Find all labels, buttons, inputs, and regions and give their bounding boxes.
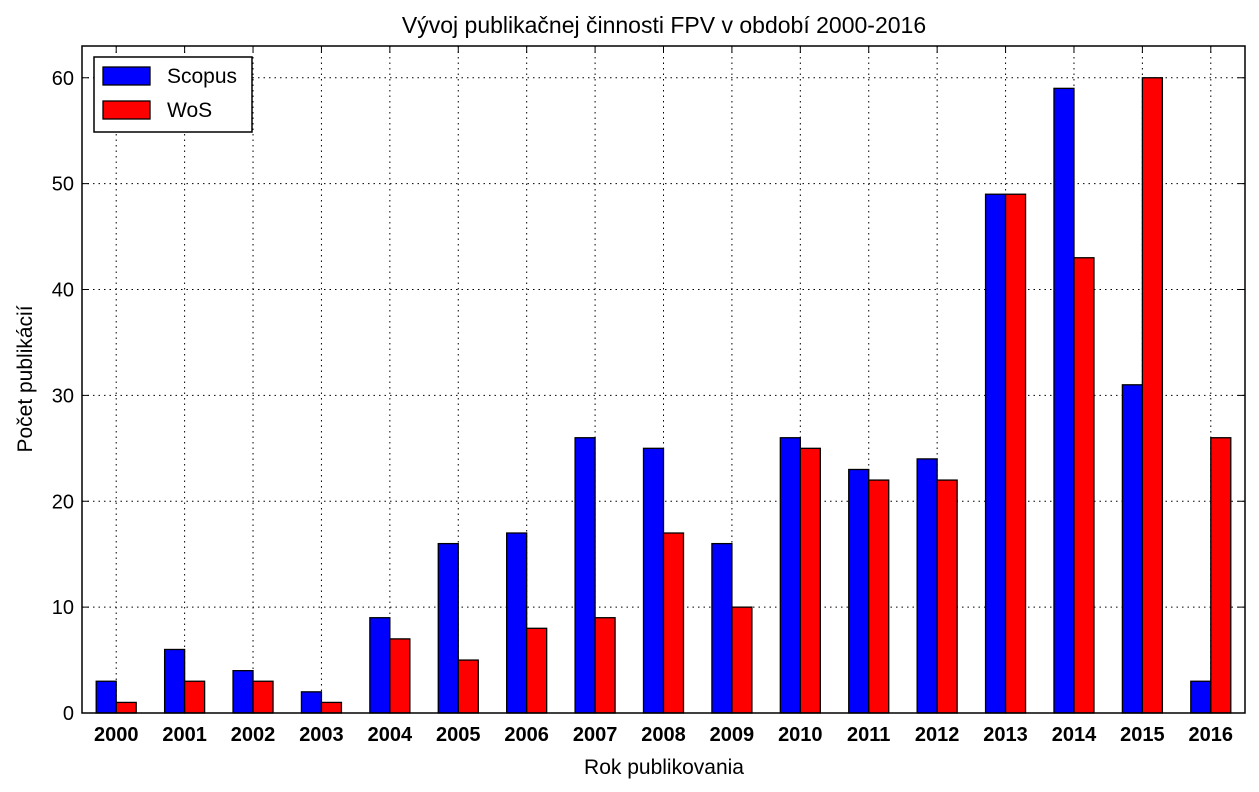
bar-scopus-2010 — [779, 437, 801, 714]
legend-label-wos: WoS — [167, 99, 212, 122]
bar-scopus-2015 — [1121, 384, 1144, 714]
chart-title: Vývoj publikačnej činnosti FPV v období … — [402, 12, 926, 38]
x-tick-label: 2011 — [847, 724, 890, 746]
x-tick-label: 2009 — [710, 724, 755, 746]
bar-wos-2008 — [662, 532, 685, 714]
bar-wos-2013 — [1004, 193, 1027, 714]
x-tick-label: 2000 — [94, 724, 139, 746]
bar-scopus-2011 — [848, 468, 870, 714]
bar-scopus-2012 — [916, 458, 938, 714]
x-tick-label: 2004 — [368, 724, 413, 746]
x-tick-label: 2014 — [1052, 724, 1097, 746]
legend-swatch-wos — [102, 100, 151, 120]
bar-wos-2004 — [389, 638, 411, 714]
legend: Scopus WoS — [93, 56, 253, 133]
y-tick-label: 30 — [52, 385, 74, 407]
bar-wos-2000 — [115, 701, 137, 714]
bar-wos-2016 — [1210, 437, 1232, 714]
bar-scopus-2009 — [711, 542, 733, 714]
bar-scopus-2004 — [369, 617, 391, 714]
x-tick-label: 2013 — [983, 724, 1028, 746]
bar-scopus-2016 — [1190, 680, 1212, 714]
bar-wos-2014 — [1073, 257, 1095, 714]
bar-scopus-2003 — [300, 691, 323, 714]
bar-scopus-2001 — [163, 648, 186, 714]
x-tick-label: 2015 — [1120, 724, 1165, 746]
y-tick-label: 20 — [52, 491, 74, 513]
x-tick-label: 2003 — [299, 724, 344, 746]
bar-wos-2010 — [799, 447, 821, 714]
legend-swatch-scopus — [102, 66, 151, 86]
x-tick-label: 2008 — [641, 724, 686, 746]
x-tick-label: 2010 — [778, 724, 823, 746]
y-axis-ticks: 0 10 20 30 40 50 60 — [52, 68, 1245, 725]
y-axis-label: Počet publikácií — [14, 305, 37, 452]
y-tick-label: 10 — [52, 597, 74, 619]
bar-wos-2003 — [320, 701, 343, 714]
bar-scopus-2005 — [437, 542, 459, 714]
bar-scopus-2006 — [506, 532, 528, 714]
bar-wos-2009 — [731, 606, 753, 714]
y-tick-label: 40 — [52, 280, 74, 302]
bar-wos-2001 — [183, 680, 206, 714]
bar-wos-2006 — [526, 627, 548, 714]
x-axis-ticks: 2000 2001 2002 2003 2004 2005 2006 2007 2008 2009… — [94, 46, 1233, 746]
y-tick-label: 50 — [52, 174, 74, 196]
legend-label-scopus: Scopus — [167, 65, 237, 88]
y-tick-label: 60 — [52, 68, 74, 90]
bar-scopus-2000 — [95, 680, 117, 714]
bar-wos-2005 — [457, 659, 479, 714]
bar-scopus-2008 — [642, 447, 665, 714]
x-tick-label: 2001 — [162, 724, 207, 746]
y-tick-label: 0 — [63, 703, 74, 725]
bar-wos-2002 — [252, 680, 274, 714]
x-tick-label: 2005 — [436, 724, 481, 746]
bar-wos-2015 — [1141, 77, 1164, 714]
bar-wos-2012 — [936, 479, 958, 714]
x-tick-label: 2016 — [1189, 724, 1234, 746]
bar-wos-2011 — [868, 479, 890, 714]
x-tick-label: 2007 — [573, 724, 618, 746]
x-tick-label: 2002 — [231, 724, 276, 746]
bar-scopus-2014 — [1053, 87, 1075, 714]
bar-scopus-2002 — [232, 670, 254, 714]
x-tick-label: 2006 — [504, 724, 549, 746]
bar-scopus-2013 — [984, 193, 1007, 714]
x-axis-label: Rok publikovania — [584, 756, 744, 779]
bar-scopus-2007 — [574, 437, 596, 714]
bars — [95, 77, 1232, 714]
bar-wos-2007 — [594, 617, 616, 714]
x-tick-label: 2012 — [915, 724, 960, 746]
